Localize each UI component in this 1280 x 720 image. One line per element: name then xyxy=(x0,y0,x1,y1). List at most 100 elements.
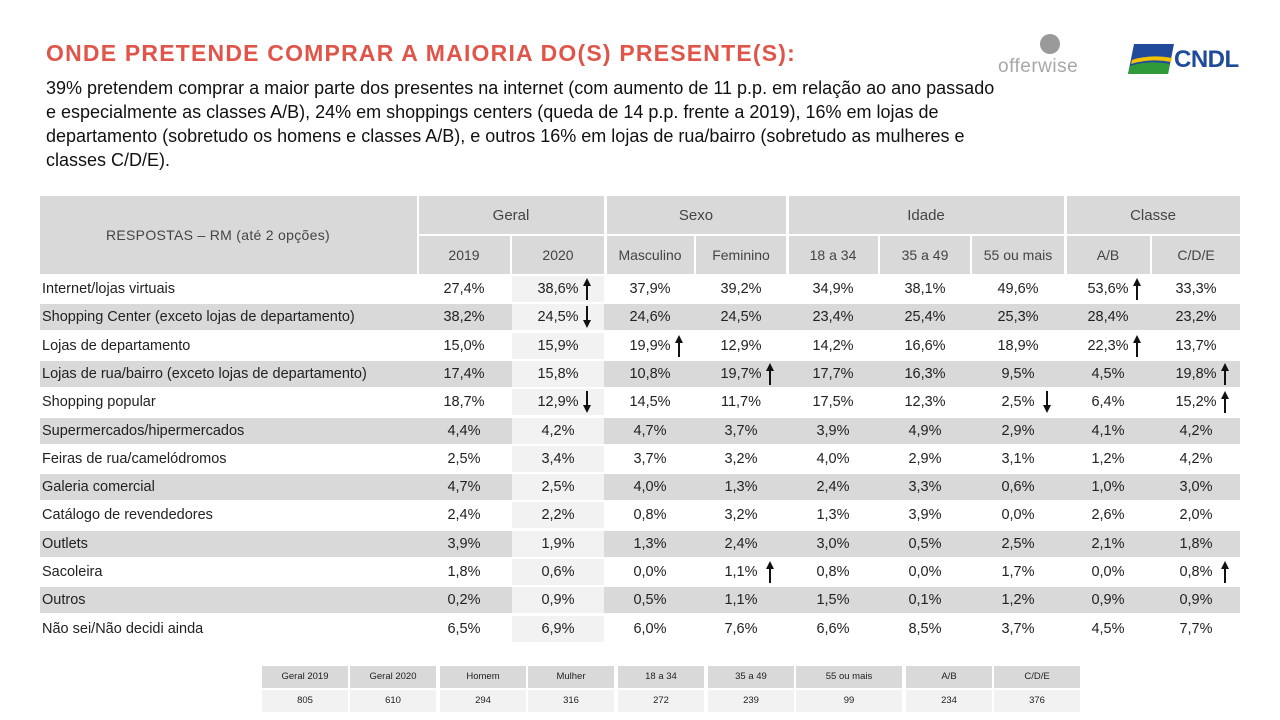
table-row: Outros 0,2% 0,9% 0,5% 1,1% 1,5% 0,1% 1,2% 0,9% 0,… xyxy=(40,587,1240,613)
arrow-up-icon xyxy=(1221,561,1229,583)
table-cell: 3,2% xyxy=(724,507,758,523)
table-cell: 3,9% xyxy=(816,423,850,439)
table-cell: 14,2% xyxy=(812,338,854,354)
table-cell: 1,0% xyxy=(1091,479,1125,495)
table-cell: 34,9% xyxy=(812,281,854,297)
table-cell: 0,9% xyxy=(1091,592,1125,608)
table-cell: 15,9% xyxy=(537,338,579,354)
column-header: 35 a 49 xyxy=(880,236,970,274)
table-cell: 17,4% xyxy=(443,366,485,382)
base-value: 272 xyxy=(618,690,704,712)
row-label: Galeria comercial xyxy=(42,479,155,495)
table-cell: 24,6% xyxy=(629,309,671,325)
table-row: Internet/lojas virtuais 27,4% 38,6% 37,9% 39… xyxy=(40,276,1240,302)
table-cell: 49,6% xyxy=(997,281,1039,297)
table-cell: 11,7% xyxy=(720,394,762,410)
row-band xyxy=(40,531,1240,557)
table-cell: 6,5% xyxy=(447,621,481,637)
group-separator xyxy=(787,196,789,274)
table-cell: 0,6% xyxy=(1001,479,1035,495)
current-year-highlight xyxy=(512,587,604,613)
table-cell: 0,9% xyxy=(1179,592,1213,608)
group-underline xyxy=(608,234,784,236)
column-header: Masculino xyxy=(606,236,694,274)
offerwise-logo-text: offerwise xyxy=(998,56,1079,77)
row-label: Internet/lojas virtuais xyxy=(42,281,175,297)
table-cell: 3,1% xyxy=(1001,451,1035,467)
row-band xyxy=(40,474,1240,500)
column-header: A/B xyxy=(1066,236,1150,274)
table-cell: 16,6% xyxy=(904,338,946,354)
arrow-up-icon xyxy=(1221,363,1229,385)
table-cell: 8,5% xyxy=(908,621,942,637)
table-row: Shopping Center (exceto lojas de departa… xyxy=(40,304,1240,330)
table-cell: 1,8% xyxy=(1179,536,1213,552)
table-cell: 2,9% xyxy=(1001,423,1035,439)
table-cell: 12,3% xyxy=(904,394,946,410)
base-header: Mulher xyxy=(528,666,614,688)
table-cell: 15,0% xyxy=(443,338,485,354)
group-header-geral: Geral xyxy=(418,196,604,234)
table-cell: 12,9% xyxy=(537,394,579,410)
base-value: 234 xyxy=(906,690,992,712)
table-cell: 4,0% xyxy=(633,479,667,495)
table-row: Outlets 3,9% 1,9% 1,3% 2,4% 3,0% 0,5% 2,5% 2,1% 1… xyxy=(40,531,1240,557)
current-year-highlight xyxy=(512,276,604,302)
row-label: Lojas de departamento xyxy=(42,338,191,354)
table-cell: 1,5% xyxy=(816,592,850,608)
column-header: 2020 xyxy=(512,236,604,274)
table-cell: 3,4% xyxy=(541,451,575,467)
table-cell: 1,1% xyxy=(724,592,758,608)
row-band xyxy=(40,361,1240,387)
offerwise-logo: offerwise xyxy=(996,34,1108,78)
table-cell: 4,7% xyxy=(447,479,481,495)
table-cell: 6,4% xyxy=(1091,394,1125,410)
base-header: C/D/E xyxy=(994,666,1080,688)
base-value: 316 xyxy=(528,690,614,712)
base-header: 18 a 34 xyxy=(618,666,704,688)
arrow-up-icon xyxy=(1133,278,1141,300)
cndl-logo-text: CNDL xyxy=(1174,46,1239,73)
table-cell: 0,6% xyxy=(541,564,575,580)
base-header: A/B xyxy=(906,666,992,688)
table-cell: 1,9% xyxy=(541,536,575,552)
respostas-header: RESPOSTAS – RM (até 2 opções) xyxy=(40,196,418,274)
table-cell: 4,0% xyxy=(816,451,850,467)
current-year-highlight xyxy=(512,389,604,415)
table-cell: 4,9% xyxy=(908,423,942,439)
table-cell: 25,4% xyxy=(904,309,946,325)
table-cell: 22,3% xyxy=(1087,338,1129,354)
table-cell: 24,5% xyxy=(720,309,762,325)
table-cell: 1,2% xyxy=(1091,451,1125,467)
table-cell: 13,7% xyxy=(1175,338,1217,354)
group-header-classe: Classe xyxy=(1066,196,1240,234)
arrow-up-icon xyxy=(1133,335,1141,357)
table-cell: 18,9% xyxy=(997,338,1039,354)
table-cell: 4,1% xyxy=(1091,423,1125,439)
row-label: Lojas de rua/bairro (exceto lojas de dep… xyxy=(42,366,367,382)
table-cell: 3,0% xyxy=(816,536,850,552)
table-cell: 7,6% xyxy=(724,621,758,637)
current-year-highlight xyxy=(512,304,604,330)
column-header: 55 ou mais xyxy=(972,236,1064,274)
row-label: Feiras de rua/camelódromos xyxy=(42,451,227,467)
group-separator xyxy=(417,196,419,274)
row-label: Shopping popular xyxy=(42,394,156,410)
table-cell: 0,8% xyxy=(633,507,667,523)
table-cell: 2,5% xyxy=(541,479,575,495)
table-cell: 0,5% xyxy=(908,536,942,552)
table-row: Lojas de departamento 15,0% 15,9% 19,9% 12,9… xyxy=(40,333,1240,359)
row-label: Supermercados/hipermercados xyxy=(42,423,245,439)
base-header: Geral 2019 xyxy=(262,666,348,688)
table-cell: 3,7% xyxy=(633,451,667,467)
table-cell: 27,4% xyxy=(443,281,485,297)
table-cell: 6,6% xyxy=(816,621,850,637)
base-value: 376 xyxy=(994,690,1080,712)
current-year-highlight xyxy=(512,474,604,500)
arrow-up-icon xyxy=(766,561,774,583)
offerwise-emblem-icon xyxy=(1040,34,1060,54)
table-cell: 4,2% xyxy=(1179,451,1213,467)
table-cell: 23,2% xyxy=(1175,309,1217,325)
column-header: 2019 xyxy=(418,236,510,274)
table-cell: 6,9% xyxy=(541,621,575,637)
